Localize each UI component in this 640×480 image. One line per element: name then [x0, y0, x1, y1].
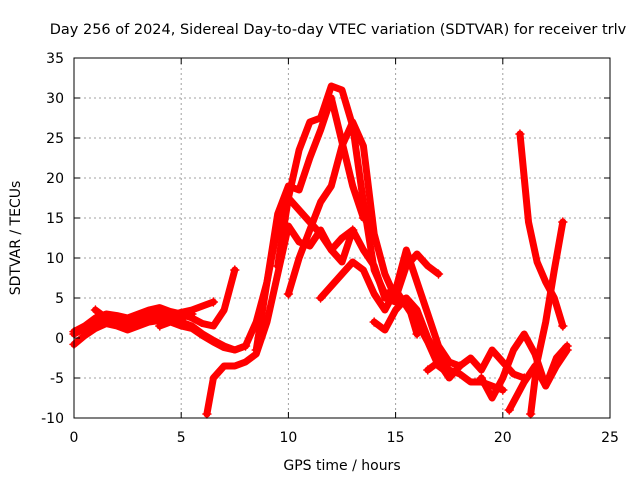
series-marker — [433, 269, 444, 279]
series-marker — [558, 217, 568, 227]
series-marker — [476, 373, 487, 383]
series-marker — [230, 265, 240, 275]
series-marker — [525, 409, 536, 419]
y-tick-label: -10 — [41, 411, 64, 427]
x-tick-label: 5 — [177, 430, 186, 446]
series-marker — [423, 365, 433, 375]
series-line-sat-p — [527, 218, 567, 418]
x-tick-label: 0 — [70, 430, 79, 446]
y-tick-label: 0 — [55, 331, 64, 347]
series-marker — [251, 345, 261, 355]
series-marker — [283, 289, 294, 299]
series-marker — [272, 261, 283, 271]
series-marker — [504, 405, 514, 415]
y-tick-label: -5 — [50, 371, 64, 387]
x-axis-label: GPS time / hours — [283, 458, 400, 474]
series-marker — [315, 293, 326, 303]
series-marker — [90, 305, 101, 315]
series-marker — [562, 341, 572, 351]
series-marker — [202, 409, 212, 419]
series-line-sat-j — [317, 246, 464, 370]
series-group — [69, 82, 572, 419]
series-line-sat-g — [252, 94, 367, 354]
y-tick-label: 5 — [55, 291, 64, 307]
x-tick-label: 25 — [601, 430, 619, 446]
series-marker — [515, 129, 525, 139]
series-marker — [208, 297, 219, 307]
series-marker — [155, 321, 165, 331]
x-tick-label: 15 — [387, 430, 405, 446]
series-marker — [369, 317, 379, 327]
axis-ticks — [73, 57, 611, 419]
y-tick-label: 15 — [46, 211, 64, 227]
series-line-sat-e — [156, 194, 357, 354]
x-tick-label: 10 — [279, 430, 297, 446]
y-tick-label: 10 — [46, 251, 64, 267]
series-line-sat-i — [284, 118, 442, 302]
series-line-sat-f — [203, 222, 421, 418]
chart-title: Day 256 of 2024, Sidereal Day-to-day VTE… — [50, 22, 627, 38]
series-marker — [558, 321, 568, 331]
x-tick-label: 20 — [494, 430, 512, 446]
y-tick-label: 25 — [46, 131, 64, 147]
plot-frame — [73, 57, 611, 419]
y-tick-label: 30 — [46, 91, 64, 107]
tick-labels: -10 -5 0 5 10 15 20 25 30 35 0 5 10 15 20 25 — [41, 51, 619, 446]
y-tick-label: 20 — [46, 171, 64, 187]
y-tick-label: 35 — [46, 51, 64, 67]
y-axis-label: SDTVAR / TECUs — [8, 181, 24, 296]
series-line-sat-o — [516, 130, 567, 330]
